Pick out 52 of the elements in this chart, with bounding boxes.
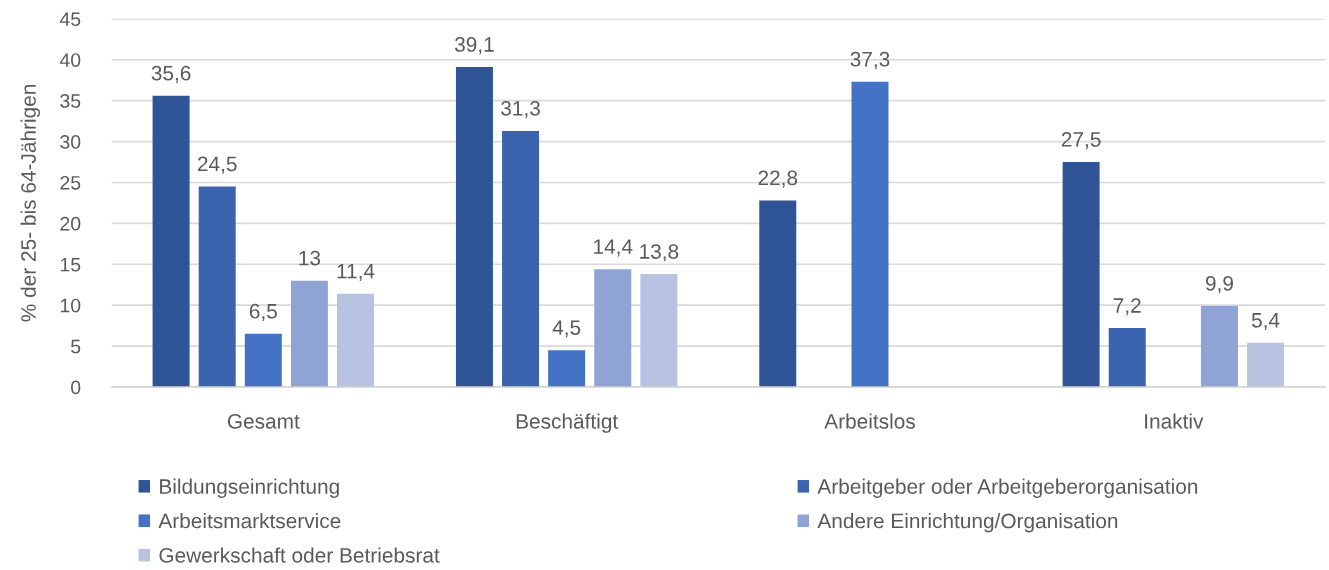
x-tick-label: Gesamt bbox=[227, 413, 300, 429]
data-label: 13 bbox=[299, 250, 321, 266]
bar bbox=[1108, 328, 1146, 388]
data-label: 27,5 bbox=[1061, 132, 1101, 150]
data-label: 24,5 bbox=[197, 156, 237, 174]
bar bbox=[1247, 342, 1285, 388]
data-label: 37,3 bbox=[850, 51, 890, 70]
y-tick-label: 30 bbox=[60, 135, 81, 149]
y-axis-title: % der 25- bis 64-Jährigen bbox=[20, 84, 41, 322]
x-tick-label: Beschäftigt bbox=[516, 413, 619, 433]
data-label: 13,8 bbox=[640, 244, 679, 262]
y-tick-label: 0 bbox=[71, 380, 81, 395]
bar bbox=[851, 81, 889, 388]
data-label: 7,2 bbox=[1113, 298, 1141, 316]
data-label: 11,4 bbox=[337, 263, 375, 281]
y-tick-label: 25 bbox=[60, 175, 81, 190]
y-tick-label: 45 bbox=[59, 12, 81, 27]
bar bbox=[152, 95, 190, 388]
bar bbox=[502, 130, 540, 388]
x-tick-label: Arbeitslos bbox=[824, 413, 915, 429]
bar bbox=[1200, 306, 1238, 388]
data-label: 5,4 bbox=[1251, 313, 1280, 331]
bar bbox=[337, 293, 375, 388]
legend-label: Arbeitgeber oder Arbeitgeberorganisation bbox=[817, 478, 1198, 498]
y-tick-label: 10 bbox=[60, 298, 81, 313]
data-label: 14,4 bbox=[594, 239, 633, 257]
legend-label: Gewerkschaft oder Betriebsrat bbox=[159, 547, 440, 563]
y-tick-label: 15 bbox=[60, 257, 81, 272]
data-label: 4,5 bbox=[552, 320, 581, 338]
bar bbox=[1062, 162, 1100, 388]
x-tick-label: Inaktiv bbox=[1145, 413, 1204, 429]
y-tick-label: 40 bbox=[59, 53, 81, 67]
bar bbox=[594, 269, 632, 388]
data-label: 35,6 bbox=[151, 65, 191, 83]
y-tick-label: 5 bbox=[71, 339, 81, 354]
data-label: 22,8 bbox=[758, 170, 798, 188]
bar bbox=[198, 186, 236, 388]
data-label: 39,1 bbox=[454, 37, 494, 55]
bar bbox=[244, 333, 282, 388]
y-tick-label: 20 bbox=[60, 216, 81, 231]
legend-label: Bildungseinrichtung bbox=[160, 478, 339, 498]
data-label: 9,9 bbox=[1205, 276, 1233, 294]
data-label: 6,5 bbox=[249, 303, 277, 322]
bar bbox=[290, 280, 328, 388]
legend-label: Arbeitsmarktservice bbox=[158, 513, 341, 529]
bar bbox=[548, 350, 586, 388]
bar bbox=[455, 67, 493, 388]
legend-label: Andere Einrichtung/Organisation bbox=[817, 513, 1118, 533]
bar bbox=[759, 200, 797, 388]
bar bbox=[640, 274, 678, 388]
y-tick-label: 35 bbox=[60, 94, 81, 108]
data-label: 31,3 bbox=[501, 100, 540, 119]
